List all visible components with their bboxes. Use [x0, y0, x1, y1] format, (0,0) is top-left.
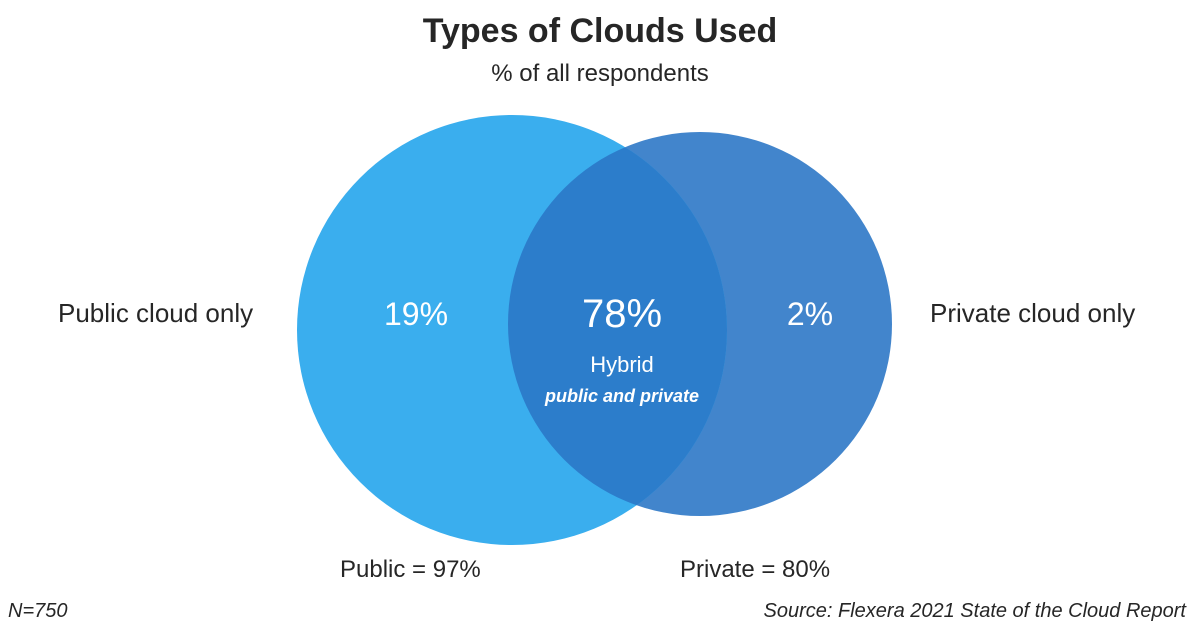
public-total-label: Public = 97% — [340, 556, 481, 583]
private-only-label: Private cloud only — [930, 298, 1136, 328]
public-only-label: Public cloud only — [58, 298, 254, 328]
private-only-value: 2% — [786, 296, 834, 332]
chart-title: Types of Clouds Used — [422, 12, 778, 50]
chart-subtitle: % of all respondents — [491, 60, 709, 87]
hybrid-value: 78% — [581, 292, 663, 336]
sample-size-note: N=750 — [8, 600, 68, 622]
public-only-value: 19% — [383, 296, 449, 332]
hybrid-intersection — [508, 132, 727, 516]
hybrid-sublabel: public and private — [544, 386, 700, 406]
hybrid-label: Hybrid — [590, 352, 654, 377]
private-total-label: Private = 80% — [680, 556, 831, 583]
source-note: Source: Flexera 2021 State of the Cloud … — [763, 600, 1186, 622]
